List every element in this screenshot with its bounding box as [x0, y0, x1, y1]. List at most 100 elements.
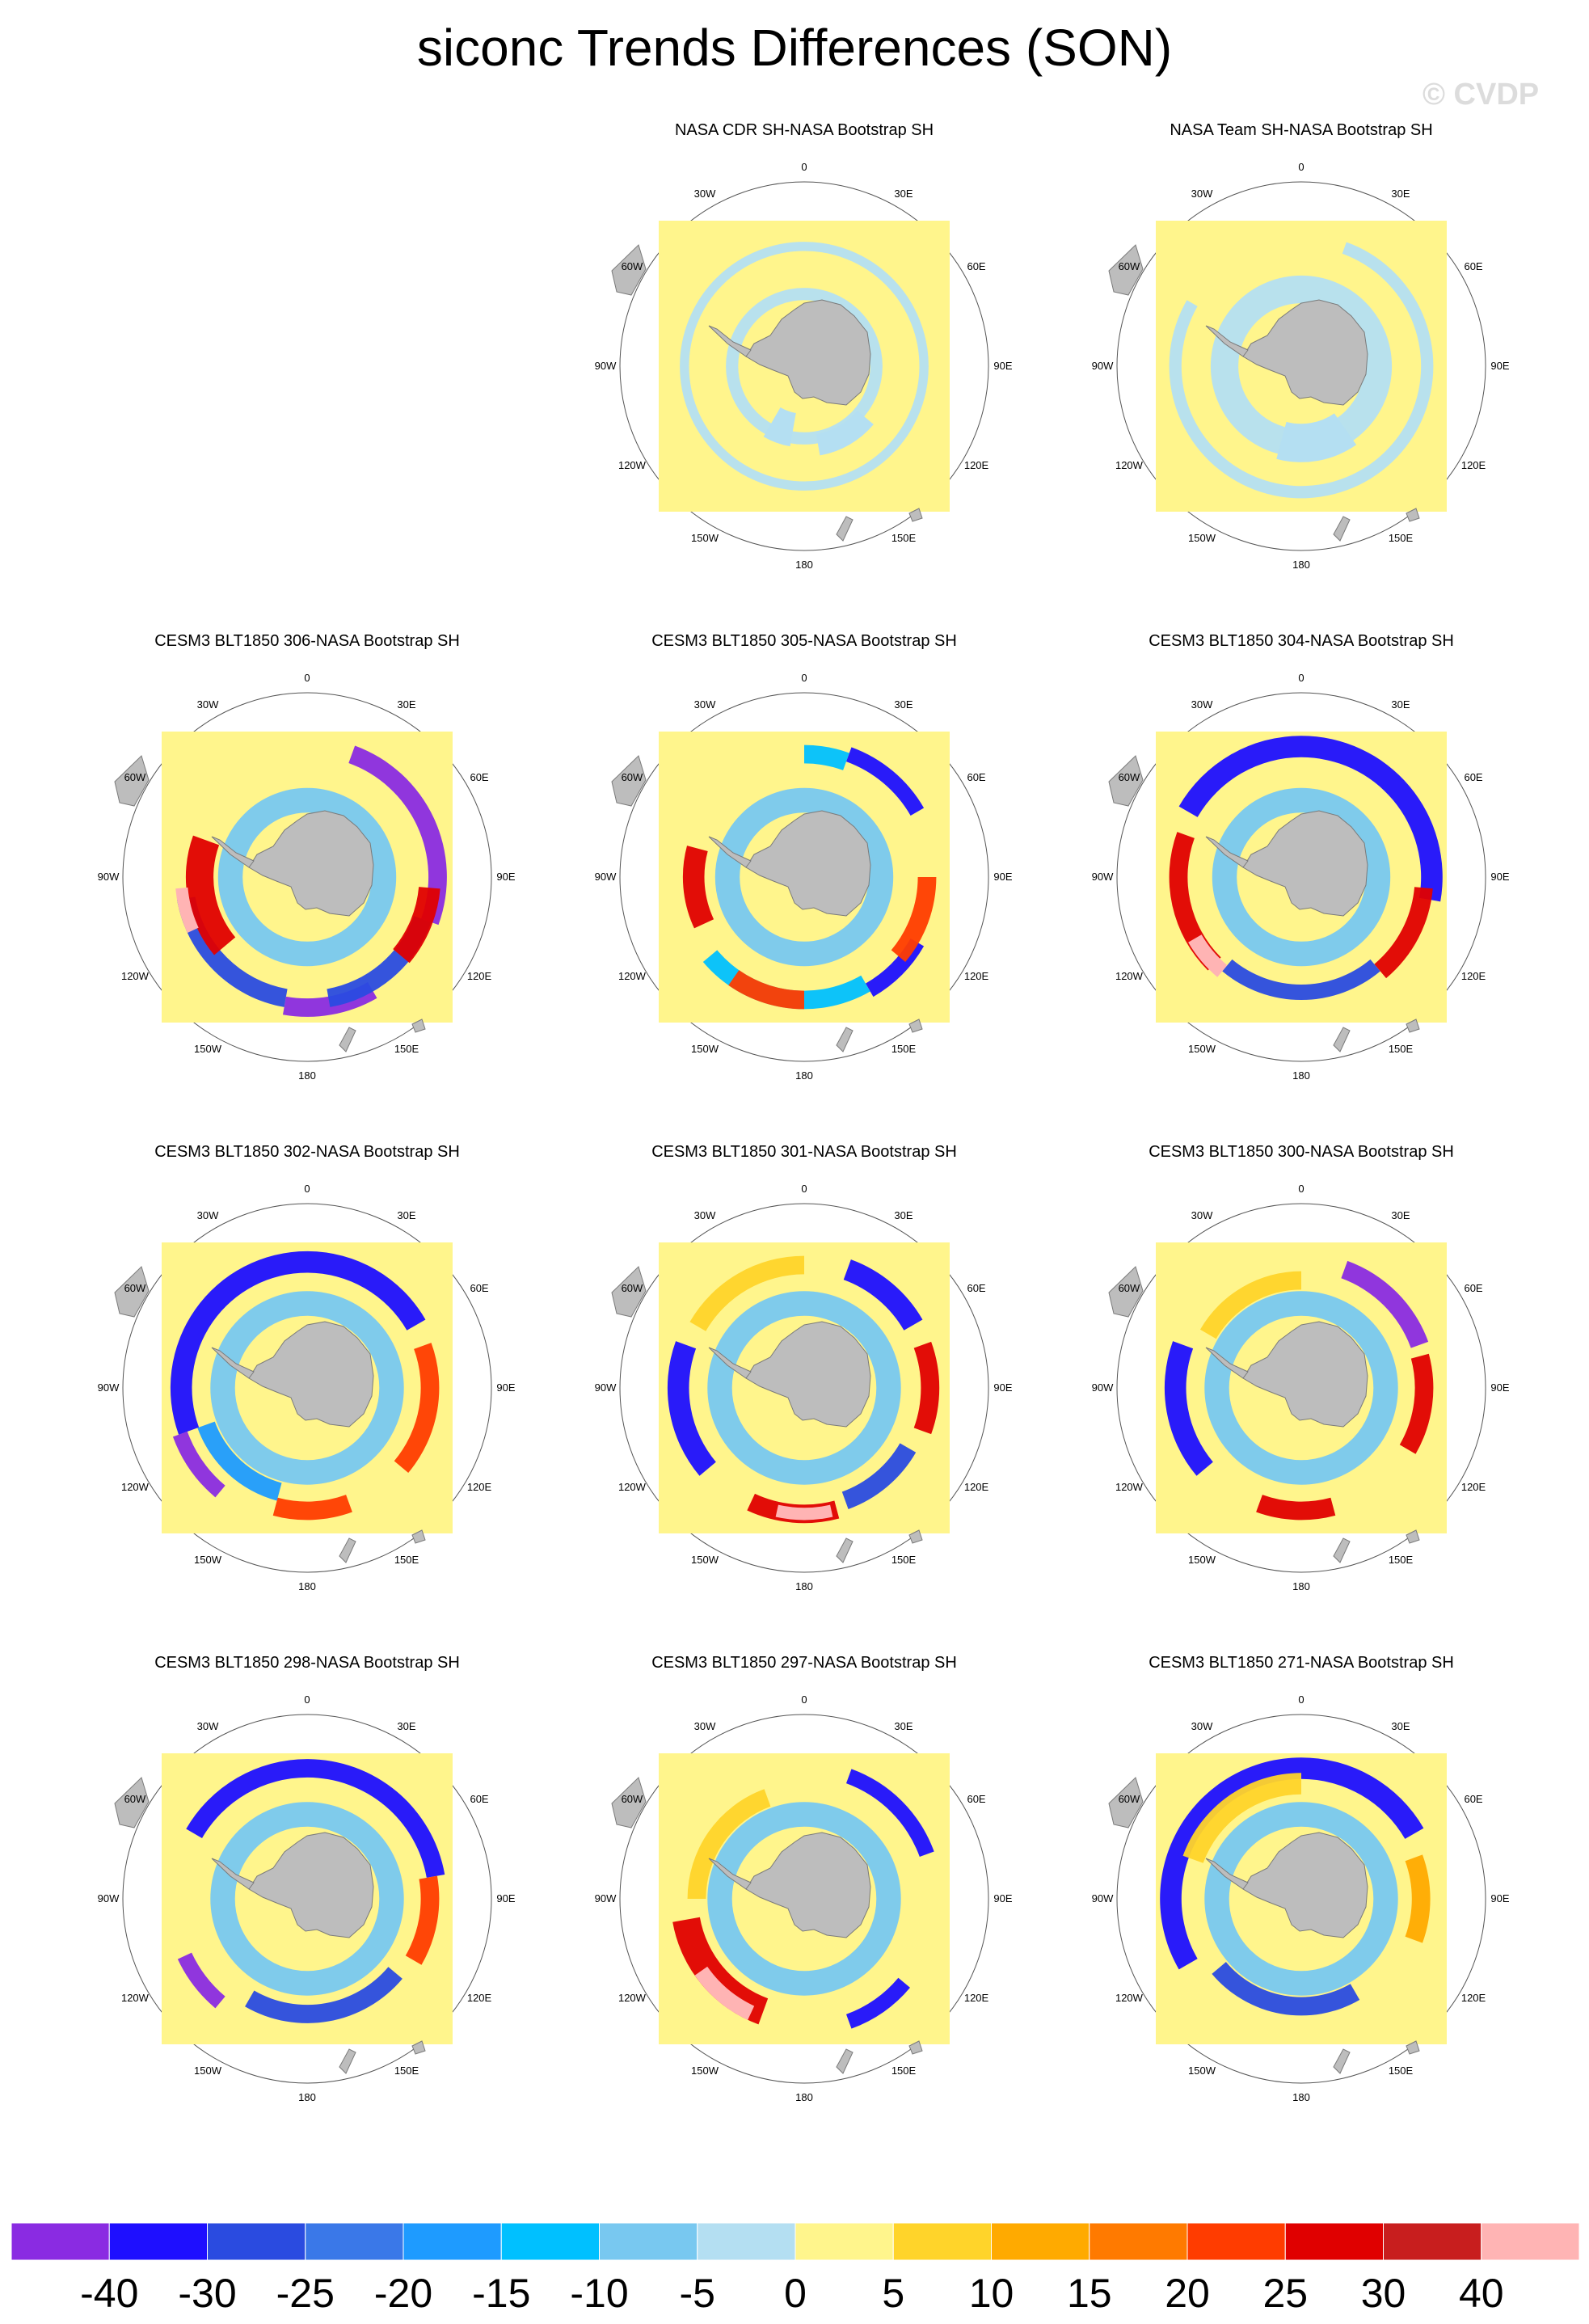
colorbar-tick-label: -5: [679, 2271, 715, 2316]
longitude-label: 60W: [622, 260, 643, 272]
map-panel: NASA CDR SH-NASA Bootstrap SH 0 30E 60E 90E 1…: [578, 121, 1031, 622]
map-panel: CESM3 BLT1850 302-NASA Bootstrap SH 0 30E 6…: [81, 1143, 533, 1644]
figure-title: siconc Trends Differences (SON): [416, 19, 1173, 77]
anomaly-band: [689, 1255, 804, 1331]
anomaly-band: [172, 1431, 225, 1498]
anomaly-band: [667, 1341, 716, 1476]
antarctica-landmass: [248, 1832, 374, 1938]
panel-title: CESM3 BLT1850 305-NASA Bootstrap SH: [651, 632, 957, 650]
colorbar-swatch: [794, 2222, 894, 2261]
longitude-label: 150W: [1188, 1554, 1216, 1566]
anomaly-band: [1204, 1291, 1398, 1485]
anomaly-band: [1212, 787, 1391, 967]
south-america-landmass: [1108, 1266, 1144, 1318]
colorbar-tick-label: 10: [968, 2271, 1014, 2316]
antarctica-landmass: [1242, 810, 1368, 917]
colorbar-tick-label: -40: [80, 2271, 139, 2316]
longitude-label: 60E: [470, 1793, 488, 1805]
map-panel: CESM3 BLT1850 271-NASA Bootstrap SH 0 30E 6…: [1075, 1654, 1528, 2155]
colorbar-swatch: [403, 2222, 502, 2261]
longitude-label: 120W: [618, 1992, 647, 2004]
longitude-label: 90W: [1092, 360, 1114, 372]
antarctic-peninsula: [211, 836, 255, 868]
longitude-label: 120W: [1115, 1481, 1144, 1493]
longitude-label: 30E: [1391, 188, 1410, 200]
south-america-landmass: [611, 244, 647, 296]
longitude-label: 30W: [1191, 188, 1213, 200]
longitude-label: 0: [304, 1693, 310, 1706]
longitude-label: 150E: [394, 2065, 419, 2077]
antarctica-landmass: [1242, 299, 1368, 406]
colorbar-swatch: [207, 2222, 306, 2261]
longitude-label: 180: [298, 2091, 316, 2103]
anomaly-band: [1399, 1353, 1434, 1454]
data-field: [659, 221, 950, 512]
longitude-label: 30E: [894, 1720, 913, 1732]
longitude-label: 90W: [1092, 1381, 1114, 1394]
longitude-label: 60W: [124, 1282, 146, 1294]
anomaly-band: [272, 1495, 352, 1521]
polar-map: 0 30E 60E 90E 120E 150E 180 150W 120W 90W 60W 30W: [98, 1693, 516, 2103]
antarctic-peninsula: [708, 325, 752, 357]
new-zealand-landmass: [1333, 2048, 1351, 2074]
anomaly-band: [186, 1759, 307, 1838]
polar-map: 0 30E 60E 90E 120E 150E 180 150W 120W 90W 60W 30W: [1092, 1183, 1510, 1592]
longitude-label: 180: [298, 1580, 316, 1592]
polar-map: 0 30E 60E 90E 120E 150E 180 150W 120W 90W 60W 30W: [595, 1693, 1013, 2103]
anomaly-band: [714, 787, 894, 967]
anomaly-band: [891, 877, 937, 963]
anomaly-band: [177, 1952, 225, 2009]
colorbar-tick-label: 5: [882, 2271, 905, 2316]
map-panel: CESM3 BLT1850 301-NASA Bootstrap SH 0 30E 6…: [578, 1143, 1031, 1644]
panel-title: CESM3 BLT1850 300-NASA Bootstrap SH: [1149, 1143, 1454, 1161]
new-zealand-landmass: [1333, 516, 1351, 542]
polar-map: 0 30E 60E 90E 120E 150E 180 150W 120W 90W 60W 30W: [1092, 672, 1510, 1082]
south-america-landmass: [1108, 755, 1144, 807]
longitude-label: 150E: [891, 2065, 917, 2077]
tasmania-landmass: [411, 2040, 426, 2055]
longitude-label: 120W: [121, 1992, 150, 2004]
anomaly-band: [210, 1291, 404, 1485]
longitude-label: 120E: [964, 1992, 989, 2004]
polar-map: 0 30E 60E 90E 120E 150E 180 150W 120W 90W 60W 30W: [98, 1183, 516, 1592]
longitude-label: 150W: [194, 1554, 222, 1566]
panel-title: CESM3 BLT1850 304-NASA Bootstrap SH: [1149, 632, 1454, 650]
longitude-label: 30E: [894, 698, 913, 711]
longitude-label: 60W: [1119, 1793, 1140, 1805]
antarctic-peninsula: [1205, 1858, 1249, 1890]
panel-title: NASA Team SH-NASA Bootstrap SH: [1170, 121, 1433, 139]
longitude-label: 150E: [394, 1043, 419, 1055]
anomaly-band: [687, 1789, 771, 1899]
anomaly-band: [680, 242, 929, 491]
anomaly-patch: [1188, 934, 1228, 977]
panel-title: NASA CDR SH-NASA Bootstrap SH: [674, 121, 934, 139]
colorbar-svg: [11, 2222, 1580, 2261]
longitude-label: 150W: [194, 1043, 222, 1055]
antarctica-landmass: [745, 299, 871, 406]
longitude-label: 120E: [1461, 970, 1486, 982]
anomaly-band: [185, 835, 236, 955]
south-america-landmass: [114, 1266, 150, 1318]
longitude-label: 120E: [1461, 1481, 1486, 1493]
anomaly-band: [845, 1769, 934, 1858]
longitude-label: 90W: [595, 1892, 617, 1904]
longitude-label: 30W: [197, 1720, 219, 1732]
panel-title: CESM3 BLT1850 298-NASA Bootstrap SH: [154, 1654, 460, 1672]
new-zealand-landmass: [836, 2048, 854, 2074]
longitude-label: 90E: [1490, 1892, 1509, 1904]
anomaly-patch: [816, 410, 874, 456]
data-field: [162, 732, 453, 1023]
longitude-label: 90E: [993, 1381, 1012, 1394]
longitude-label: 0: [304, 1183, 310, 1195]
longitude-label: 120W: [618, 1481, 647, 1493]
longitude-label: 180: [795, 1580, 813, 1592]
longitude-label: 60E: [1464, 260, 1482, 272]
longitude-label: 150W: [691, 1554, 719, 1566]
anomaly-band: [728, 970, 804, 1010]
antarctic-peninsula: [708, 836, 752, 868]
longitude-label: 60W: [622, 1793, 643, 1805]
longitude-label: 0: [801, 1183, 807, 1195]
longitude-label: 60W: [1119, 771, 1140, 783]
antarctic-peninsula: [708, 1347, 752, 1379]
longitude-label: 90W: [595, 1381, 617, 1394]
